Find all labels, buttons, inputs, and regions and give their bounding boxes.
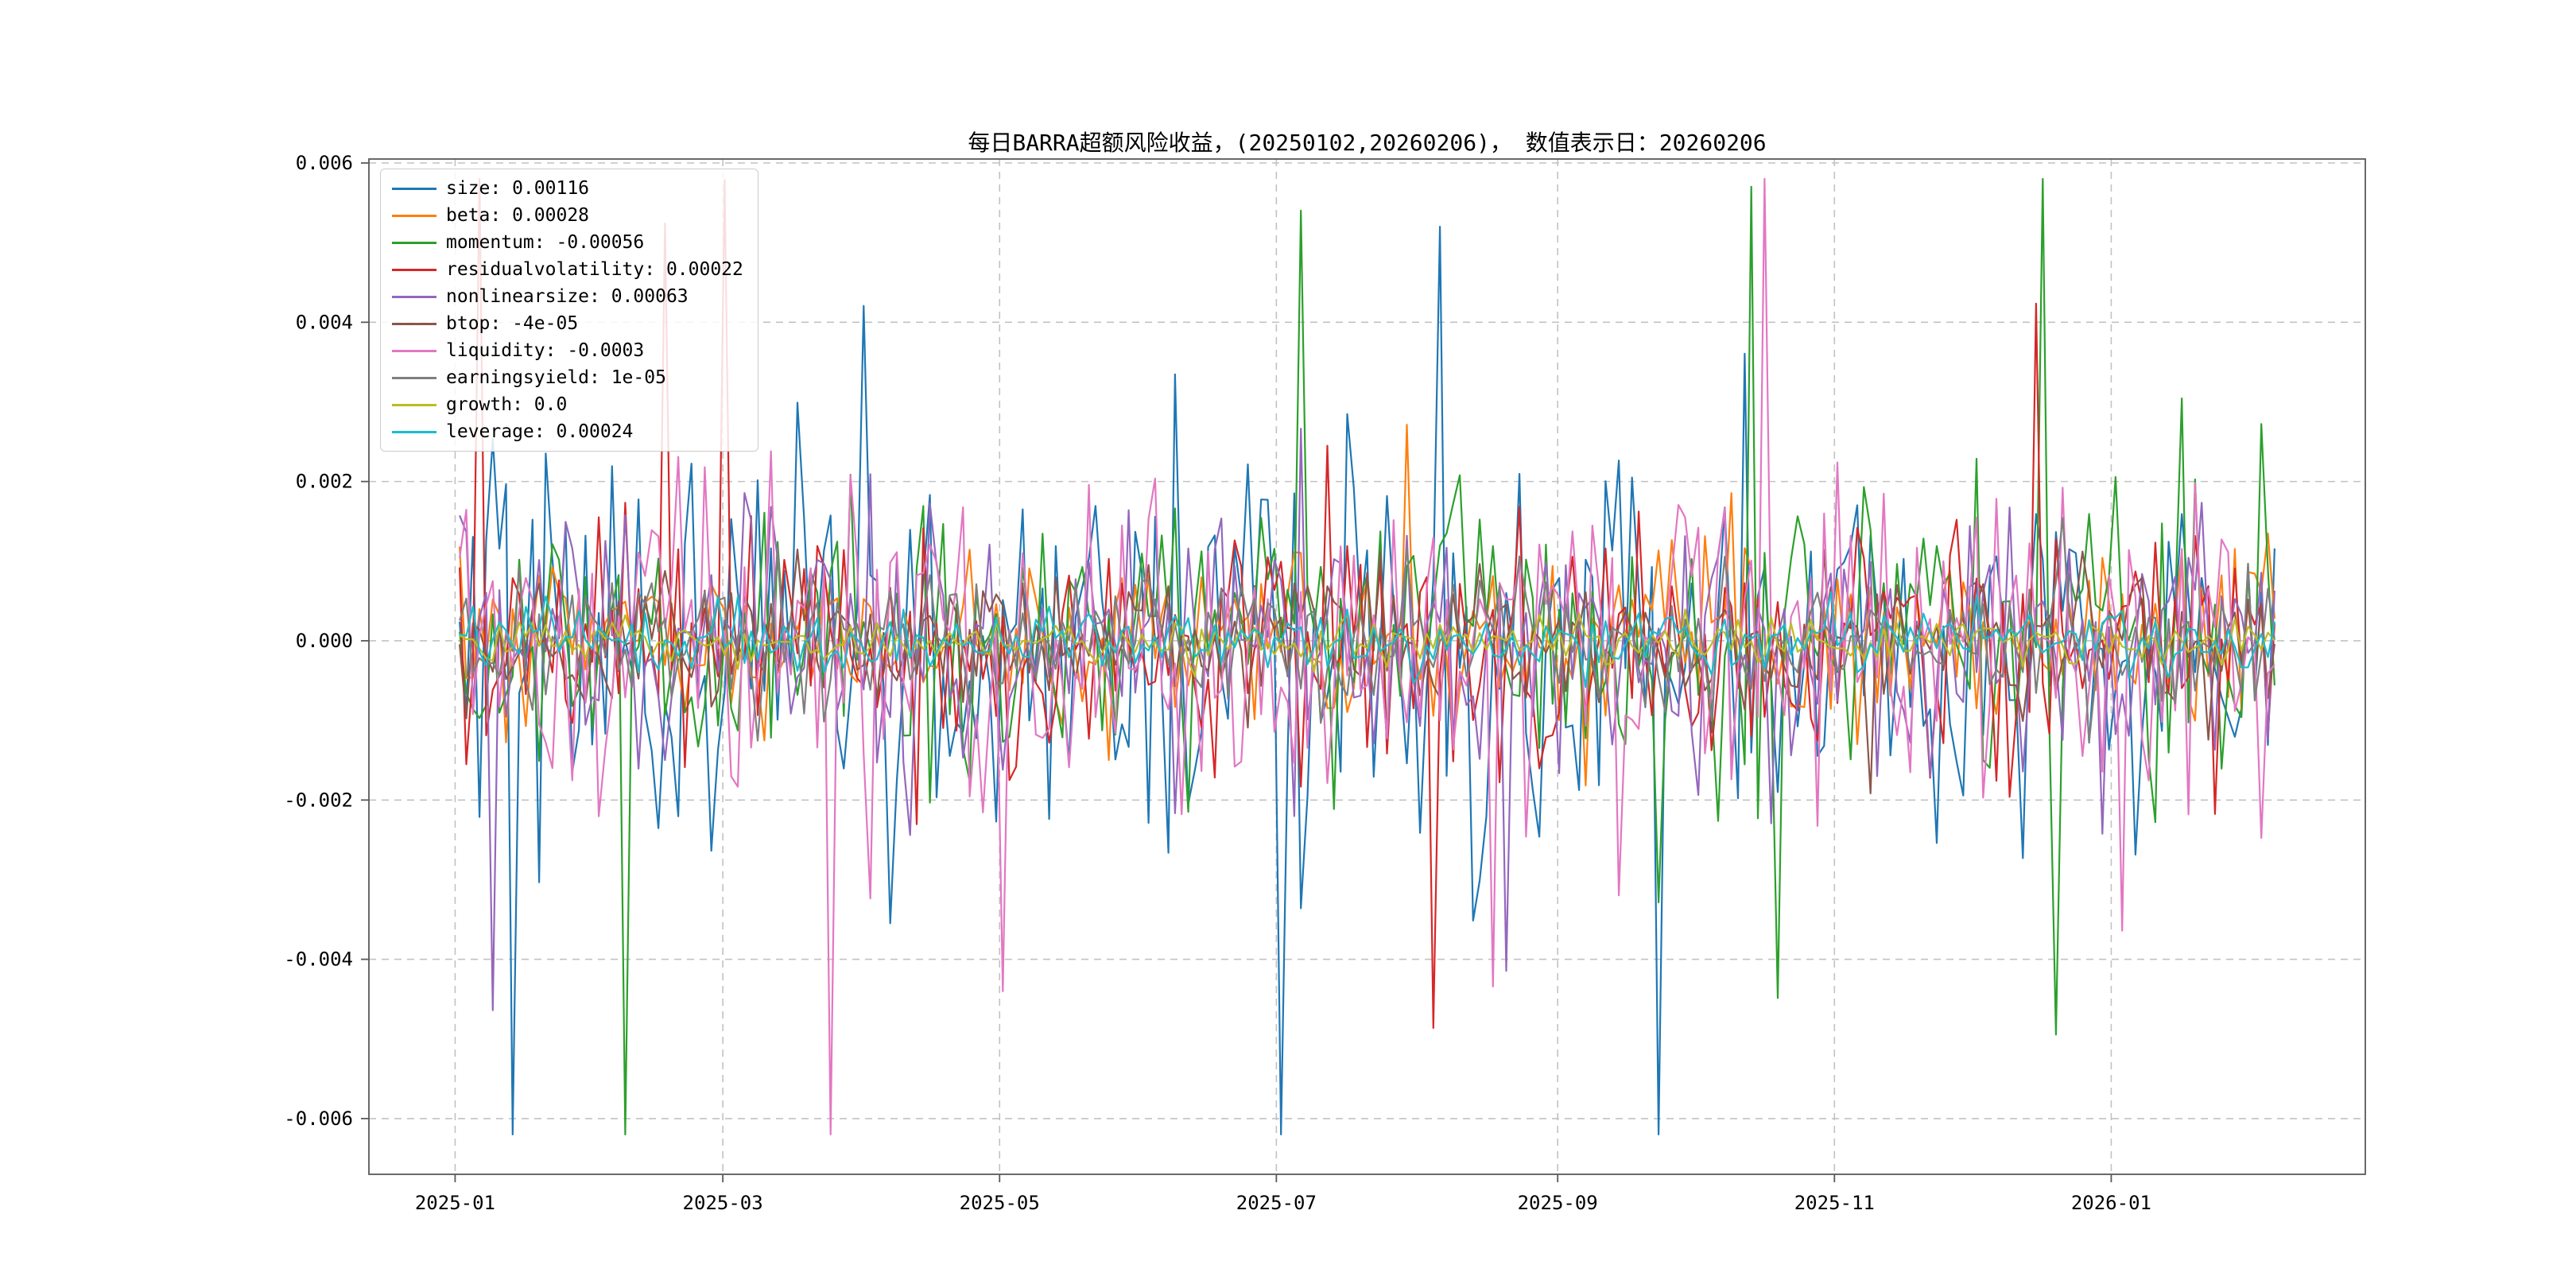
y-tick-label: 0.002 <box>296 471 353 493</box>
axes-spines <box>368 158 2366 1175</box>
legend-item-growth: growth: 0.0 <box>392 394 743 416</box>
legend-line-swatch-leverage <box>392 430 436 433</box>
legend-line-swatch-beta <box>392 214 436 217</box>
y-tick-label: 0.004 <box>296 311 353 333</box>
legend-line-swatch-btop <box>392 322 436 325</box>
y-tick-label: -0.004 <box>284 949 353 971</box>
legend-label-btop: btop: -4e-05 <box>446 313 579 334</box>
legend-line-swatch-momentum <box>392 241 436 244</box>
y-tick-label: 0.000 <box>296 630 353 652</box>
legend-item-momentum: momentum: -0.00056 <box>392 231 743 254</box>
series-line-leverage <box>459 591 2275 689</box>
series-line-liquidity <box>459 177 2275 1136</box>
legend-line-swatch-size <box>392 187 436 190</box>
series-line-earningsyield <box>459 517 2275 743</box>
legend-line-swatch-liquidity <box>392 349 436 352</box>
legend-label-beta: beta: 0.00028 <box>446 205 590 226</box>
x-tick-label: 2025-05 <box>960 1192 1040 1214</box>
legend-label-liquidity: liquidity: -0.0003 <box>446 340 645 361</box>
legend-label-earningsyield: earningsyield: 1e-05 <box>446 367 666 388</box>
chart-title: 每日BARRA超额风险收益，(20250102,20260206)， 数值表示日… <box>968 130 1767 156</box>
legend-item-residualvolatility: residualvolatility: 0.00022 <box>392 258 743 281</box>
x-tick-label: 2025-09 <box>1518 1192 1598 1214</box>
x-tick-label: 2025-11 <box>1794 1192 1875 1214</box>
legend-item-leverage: leverage: 0.00024 <box>392 421 743 443</box>
legend-label-nonlinearsize: nonlinearsize: 0.00063 <box>446 286 689 307</box>
series-line-residualvolatility <box>459 177 2275 1030</box>
y-tick-label: -0.002 <box>284 789 353 811</box>
legend-label-size: size: 0.00116 <box>446 178 590 199</box>
x-tick-label: 2025-01 <box>415 1192 495 1214</box>
legend-item-nonlinearsize: nonlinearsize: 0.00063 <box>392 285 743 308</box>
legend: size: 0.00116 beta: 0.00028 momentum: -0.0… <box>380 169 758 452</box>
series-line-growth <box>459 608 2275 677</box>
legend-item-liquidity: liquidity: -0.0003 <box>392 339 743 362</box>
legend-item-size: size: 0.00116 <box>392 177 743 200</box>
y-tick-label: -0.006 <box>284 1108 353 1130</box>
x-tick-label: 2025-03 <box>683 1192 763 1214</box>
y-tick-label: 0.006 <box>296 152 353 174</box>
legend-item-earningsyield: earningsyield: 1e-05 <box>392 367 743 389</box>
x-tick-label: 2026-01 <box>2071 1192 2151 1214</box>
legend-item-beta: beta: 0.00028 <box>392 204 743 227</box>
legend-line-swatch-earningsyield <box>392 376 436 379</box>
legend-label-momentum: momentum: -0.00056 <box>446 232 645 253</box>
x-tick-label: 2025-07 <box>1236 1192 1317 1214</box>
legend-line-swatch-residualvolatility <box>392 268 436 271</box>
series-line-nonlinearsize <box>459 427 2275 1011</box>
legend-line-swatch-nonlinearsize <box>392 295 436 298</box>
legend-item-btop: btop: -4e-05 <box>392 312 743 335</box>
legend-line-swatch-growth <box>392 403 436 406</box>
legend-label-residualvolatility: residualvolatility: 0.00022 <box>446 259 743 280</box>
legend-label-leverage: leverage: 0.00024 <box>446 421 634 442</box>
legend-label-growth: growth: 0.0 <box>446 394 568 415</box>
